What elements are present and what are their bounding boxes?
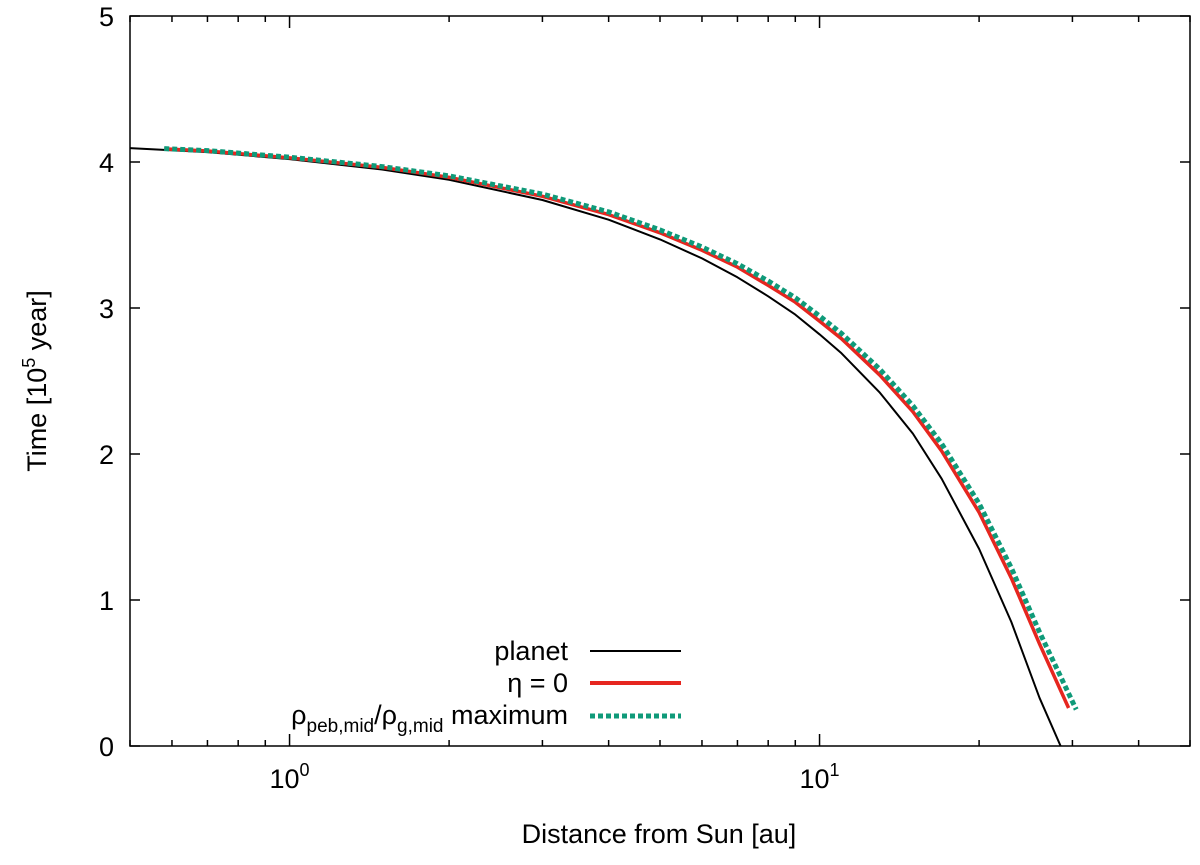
plot-frame [129,15,1191,747]
plot-area [129,146,1079,747]
legend-label-planet: planet [494,636,568,666]
y-axis: 0 1 2 3 4 5 [99,2,1190,762]
legend-label-eta0: η = 0 [507,668,568,698]
legend-slash: / [374,700,382,730]
legend-label-max-ratio: ρpeb,mid/ρg,mid maximum [291,700,568,737]
legend-maximum: maximum [443,700,568,730]
x-tick-base: 10 [800,764,830,794]
x-tick-exponent: 0 [300,760,310,780]
y-tick-label: 0 [99,732,114,762]
y-axis-title-exponent: 5 [19,358,39,368]
y-tick-label: 5 [99,2,114,32]
series-line-eta0 [164,147,1071,709]
x-tick-base: 10 [270,764,300,794]
x-axis: 100 101 [129,16,1191,794]
series-line-planet [129,147,1062,747]
legend: planet η = 0 ρpeb,mid/ρg,mid maximum [291,636,681,737]
series-line-max-ratio [164,146,1079,711]
legend-rho-pebble: ρ [291,700,306,730]
legend-sub-pebble: peb,mid [307,716,375,737]
legend-sub-gas: g,mid [397,716,443,737]
x-tick-label: 101 [800,760,840,794]
x-tick-label: 100 [270,760,310,794]
y-axis-title-prefix: Time [10 [22,368,52,472]
legend-rho-gas: ρ [382,700,397,730]
y-tick-label: 3 [99,294,114,324]
x-axis-title: Distance from Sun [au] [522,819,797,849]
y-tick-label: 1 [99,586,114,616]
x-tick-exponent: 1 [830,760,840,780]
y-tick-label: 2 [99,440,114,470]
y-axis-title: Time [105 year] [19,290,52,472]
y-tick-label: 4 [99,148,114,178]
y-axis-title-suffix: year] [22,290,52,358]
